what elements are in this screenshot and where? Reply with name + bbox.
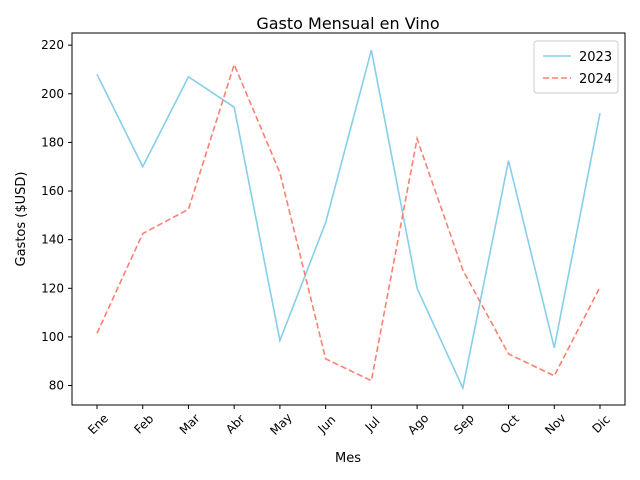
y-axis-ticks: 80 100 120 140 160 180 200 220 (41, 38, 72, 393)
legend-label-2023: 2023 (579, 50, 612, 65)
series-line-2023 (96, 49, 601, 391)
y-tick-label: 120 (41, 281, 64, 295)
y-tick-label: 180 (41, 135, 64, 149)
series-lines (96, 49, 601, 391)
series-line-2024 (96, 62, 601, 382)
chart-title: Gasto Mensual en Vino (256, 14, 439, 33)
y-tick-label: 80 (49, 379, 64, 393)
y-tick-label: 200 (41, 87, 64, 101)
plot-frame (71, 32, 626, 406)
y-tick-label: 140 (41, 233, 64, 247)
legend: 2023 2024 (533, 40, 619, 94)
y-tick-label: 220 (41, 38, 64, 52)
legend-label-2024: 2024 (579, 72, 612, 87)
y-tick-label: 160 (41, 184, 64, 198)
legend-frame (533, 40, 619, 94)
x-axis-label: Mes (335, 451, 361, 466)
y-tick-label: 100 (41, 330, 64, 344)
y-axis-label: Gastos ($USD) (14, 172, 29, 267)
